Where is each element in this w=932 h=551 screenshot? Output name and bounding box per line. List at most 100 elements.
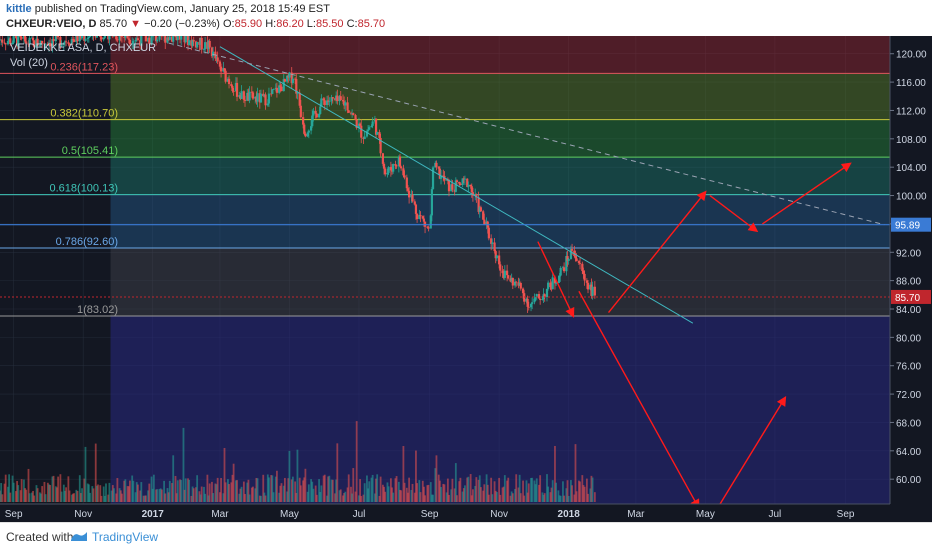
volume-bar [169, 481, 171, 502]
volume-bar [73, 493, 75, 502]
symbol-name[interactable]: CHXEUR:VEIO, D [6, 18, 96, 30]
candle-body [169, 37, 171, 40]
author-link[interactable]: kittle [6, 3, 32, 15]
candle-body [467, 185, 469, 187]
candle-body [539, 299, 541, 300]
volume-bar [539, 475, 541, 502]
fib-zone [111, 157, 890, 194]
volume-bar [65, 487, 67, 502]
chart-title: VEIDEKKE ASA, D, CHXEUR [10, 42, 156, 54]
fib-label: 0.382(110.70) [50, 108, 118, 120]
volume-bar [420, 492, 422, 502]
tradingview-brand-link[interactable]: TradingView [92, 530, 158, 544]
candle-body [137, 38, 139, 40]
volume-bar [412, 484, 414, 502]
volume-bar [185, 478, 187, 502]
x-tick-label: 2018 [558, 509, 581, 520]
x-tick-label: Sep [421, 509, 439, 520]
x-tick-label: Sep [5, 509, 23, 520]
volume-bar [576, 491, 578, 502]
volume-bar [356, 421, 358, 502]
volume-bar [480, 487, 482, 502]
candle-body [185, 36, 187, 42]
volume-bar [284, 478, 286, 502]
volume-bar [140, 482, 142, 502]
volume-bar [594, 492, 596, 502]
ohlc-high: 86.20 [276, 18, 304, 30]
volume-bar [29, 493, 31, 502]
volume-bar [13, 483, 15, 502]
volume-bar [380, 477, 382, 502]
volume-bar [172, 455, 174, 502]
volume-bar [316, 495, 318, 502]
fib-label: 1(83.02) [77, 304, 118, 316]
volume-bar [121, 494, 123, 502]
volume-bar [1, 494, 3, 502]
candle-body [217, 57, 219, 61]
candle-body [360, 126, 362, 138]
candle-body [264, 95, 266, 106]
volume-bar [113, 488, 115, 502]
candle-body [276, 88, 278, 93]
volume-bar [531, 478, 533, 502]
volume-bar [81, 488, 83, 502]
volume-bar [37, 488, 39, 502]
candle-body [344, 102, 346, 105]
y-tick-label: 80.00 [896, 333, 921, 344]
publish-text: published on TradingView.com, January 25… [35, 3, 330, 15]
volume-bar [161, 490, 163, 502]
volume-bar [101, 496, 103, 502]
candle-body [504, 271, 506, 278]
volume-bar [568, 496, 570, 502]
candle-body [411, 195, 413, 202]
volume-bar [396, 476, 398, 502]
volume-bar [392, 493, 394, 502]
volume-bar [137, 485, 139, 502]
candle-body [121, 36, 123, 37]
fib-zone [111, 316, 890, 504]
chart-header: kittle published on TradingView.com, Jan… [0, 0, 932, 36]
volume-bar [289, 451, 291, 502]
candle-body [324, 100, 326, 105]
volume-bar [265, 496, 267, 502]
chart-frame[interactable]: 0.236(117.23)0.382(110.70)0.5(105.41)0.6… [0, 36, 932, 522]
x-tick-label: Mar [211, 509, 229, 520]
volume-bar [49, 485, 51, 502]
price-chart[interactable]: 0.236(117.23)0.382(110.70)0.5(105.41)0.6… [0, 36, 932, 522]
candle-body [260, 94, 262, 103]
volume-bar [520, 493, 522, 502]
volume-bar [436, 455, 438, 502]
candle-body [538, 294, 540, 299]
volume-bar [428, 485, 430, 502]
volume-bar [209, 483, 211, 502]
candle-body [348, 110, 350, 112]
volume-bar [372, 475, 374, 502]
volume-bar [89, 493, 91, 502]
volume-bar [217, 478, 219, 502]
candle-body [21, 37, 23, 38]
candle-body [400, 166, 402, 168]
candle-body [89, 36, 91, 37]
candle-body [177, 36, 179, 40]
volume-bar [459, 478, 461, 502]
candle-body [96, 36, 98, 38]
created-with-text: Created with [6, 530, 73, 544]
volume-bar [57, 477, 59, 502]
volume-bar [252, 487, 254, 502]
volume-bar [360, 496, 362, 502]
candle-body [376, 132, 378, 135]
x-tick-label: Jul [769, 509, 782, 520]
candle-body [499, 264, 501, 270]
candle-body [419, 215, 421, 216]
volume-bar [225, 482, 227, 502]
volume-bar [408, 478, 410, 502]
change-arrow-icon: ▼ [130, 18, 141, 30]
candle-body [84, 39, 86, 41]
candle-body [304, 134, 306, 137]
volume-bar [472, 489, 474, 502]
fib-zone [111, 120, 890, 158]
volume-bar [156, 489, 158, 502]
volume-bar [212, 493, 214, 502]
volume-bar [97, 485, 99, 502]
candle-body [571, 249, 573, 251]
